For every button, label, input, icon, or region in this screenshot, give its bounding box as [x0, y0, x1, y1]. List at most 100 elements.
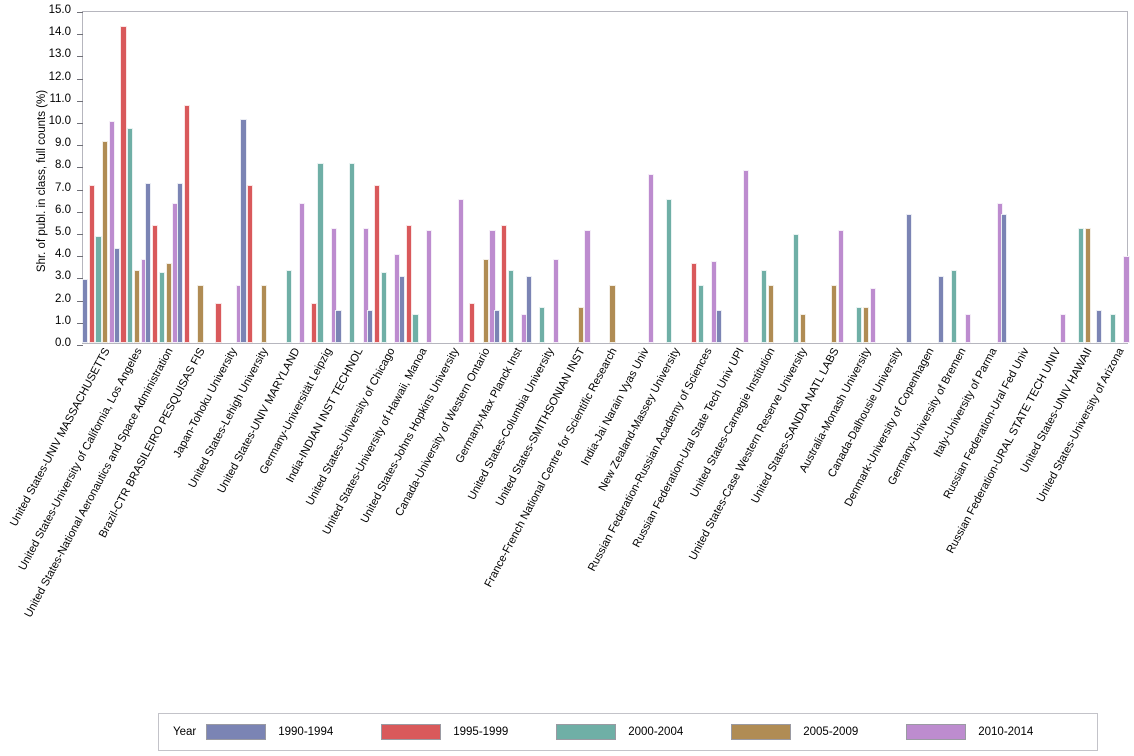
bar	[577, 307, 584, 343]
bar-group	[779, 12, 813, 343]
bar	[869, 287, 876, 343]
bar	[145, 183, 152, 343]
bar-group	[905, 12, 940, 343]
bar	[1059, 314, 1067, 343]
legend-color-swatch	[206, 724, 267, 740]
bar	[838, 229, 845, 343]
legend-item[interactable]: 1990-1994	[206, 724, 373, 740]
bar	[552, 258, 559, 343]
bar	[489, 229, 496, 343]
bar-group	[240, 12, 274, 343]
y-axis-tick	[77, 100, 83, 102]
bar-group	[715, 12, 750, 343]
legend-item[interactable]: 1995-1999	[381, 724, 548, 740]
bar-group	[937, 12, 972, 343]
y-axis-tick	[77, 78, 83, 80]
y-axis-tick	[77, 123, 83, 124]
bar-group	[462, 12, 496, 343]
bar	[609, 285, 616, 343]
legend-item-label: 2010-2014	[978, 726, 1034, 738]
bar	[133, 269, 141, 343]
bar	[584, 229, 591, 343]
bar-group	[747, 12, 781, 343]
legend-color-swatch	[381, 724, 442, 740]
bar-group	[652, 12, 686, 343]
bar	[165, 263, 172, 343]
bar	[1078, 227, 1085, 343]
legend-item-label: 2005-2009	[803, 726, 859, 738]
bar	[647, 174, 655, 343]
bar	[81, 278, 89, 343]
legend-items: 1990-1994 1995-1999 2000-2004 2005-2009 2010…	[206, 724, 1081, 740]
bar	[88, 185, 95, 343]
bar	[240, 118, 247, 343]
y-axis-tick-label: 12.0	[48, 70, 71, 83]
bar	[335, 309, 342, 343]
y-axis-tick	[77, 145, 83, 147]
bar-group	[493, 12, 528, 343]
bar-group	[843, 12, 877, 343]
bar-group	[335, 12, 369, 343]
bar-group	[209, 12, 243, 343]
y-axis-tick	[77, 300, 83, 302]
y-axis-tick-label: 7.0	[55, 181, 71, 194]
y-axis-tick-label: 13.0	[48, 48, 71, 61]
x-axis-tick-label: United States-National Aeronautics and S…	[22, 346, 176, 620]
bar	[380, 271, 387, 343]
bar	[215, 303, 222, 343]
bar	[856, 307, 863, 343]
bar	[862, 307, 870, 343]
bar-group	[304, 12, 338, 343]
bar-group	[1033, 12, 1067, 343]
bar-group	[1001, 12, 1035, 343]
legend-item-label: 1990-1994	[278, 726, 334, 738]
legend-color-swatch	[556, 724, 617, 740]
bar	[95, 236, 102, 343]
bar	[373, 185, 381, 343]
bar	[761, 269, 768, 343]
bar	[197, 285, 204, 343]
bar	[799, 314, 806, 343]
bar	[493, 309, 501, 343]
y-axis-tick-label: 2.0	[55, 292, 71, 305]
bars-layer	[81, 12, 1130, 343]
bar-group	[684, 12, 718, 343]
bar	[690, 263, 698, 343]
y-axis-tick-label: 3.0	[55, 270, 71, 283]
bar-group	[811, 12, 845, 343]
bar-group	[176, 12, 211, 343]
bar	[1123, 256, 1130, 343]
bar	[951, 269, 958, 343]
legend-item[interactable]: 2000-2004	[556, 724, 723, 740]
legend-color-swatch	[731, 724, 792, 740]
bar-group	[557, 12, 591, 343]
bar	[310, 303, 317, 343]
bar	[398, 276, 405, 343]
legend-item-label: 2000-2004	[628, 726, 684, 738]
bar	[665, 198, 673, 343]
y-axis-tick-label: 1.0	[55, 314, 71, 327]
x-axis-tick-label: United States-University of California, …	[16, 346, 145, 573]
plot-area: 0.0 1.0 2.0 3.0 4.0 5.0 6.0 7.0 8.0 9.0 10.0 11.0 12…	[49, 4, 1130, 349]
bar	[792, 234, 799, 343]
bar-group	[145, 12, 179, 343]
bar	[260, 285, 267, 343]
bar-group	[398, 12, 433, 343]
bar	[1109, 314, 1116, 343]
bar	[1084, 227, 1092, 343]
legend-color-swatch	[906, 724, 967, 740]
bar	[507, 269, 514, 343]
bar	[247, 185, 254, 343]
bar	[285, 269, 292, 343]
legend-item[interactable]: 2005-2009	[731, 724, 898, 740]
bar	[127, 127, 134, 343]
bar	[367, 309, 374, 343]
bar	[1001, 214, 1008, 343]
bar	[469, 303, 476, 343]
legend-item[interactable]: 2010-2014	[906, 724, 1073, 740]
y-axis-tick-label: 11.0	[49, 92, 71, 105]
bar	[176, 183, 184, 343]
bar	[109, 121, 116, 343]
bar	[183, 105, 190, 343]
